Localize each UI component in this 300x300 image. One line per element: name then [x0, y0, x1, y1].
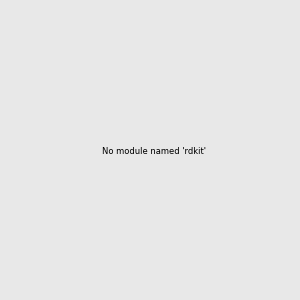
Text: No module named 'rdkit': No module named 'rdkit': [102, 147, 206, 156]
